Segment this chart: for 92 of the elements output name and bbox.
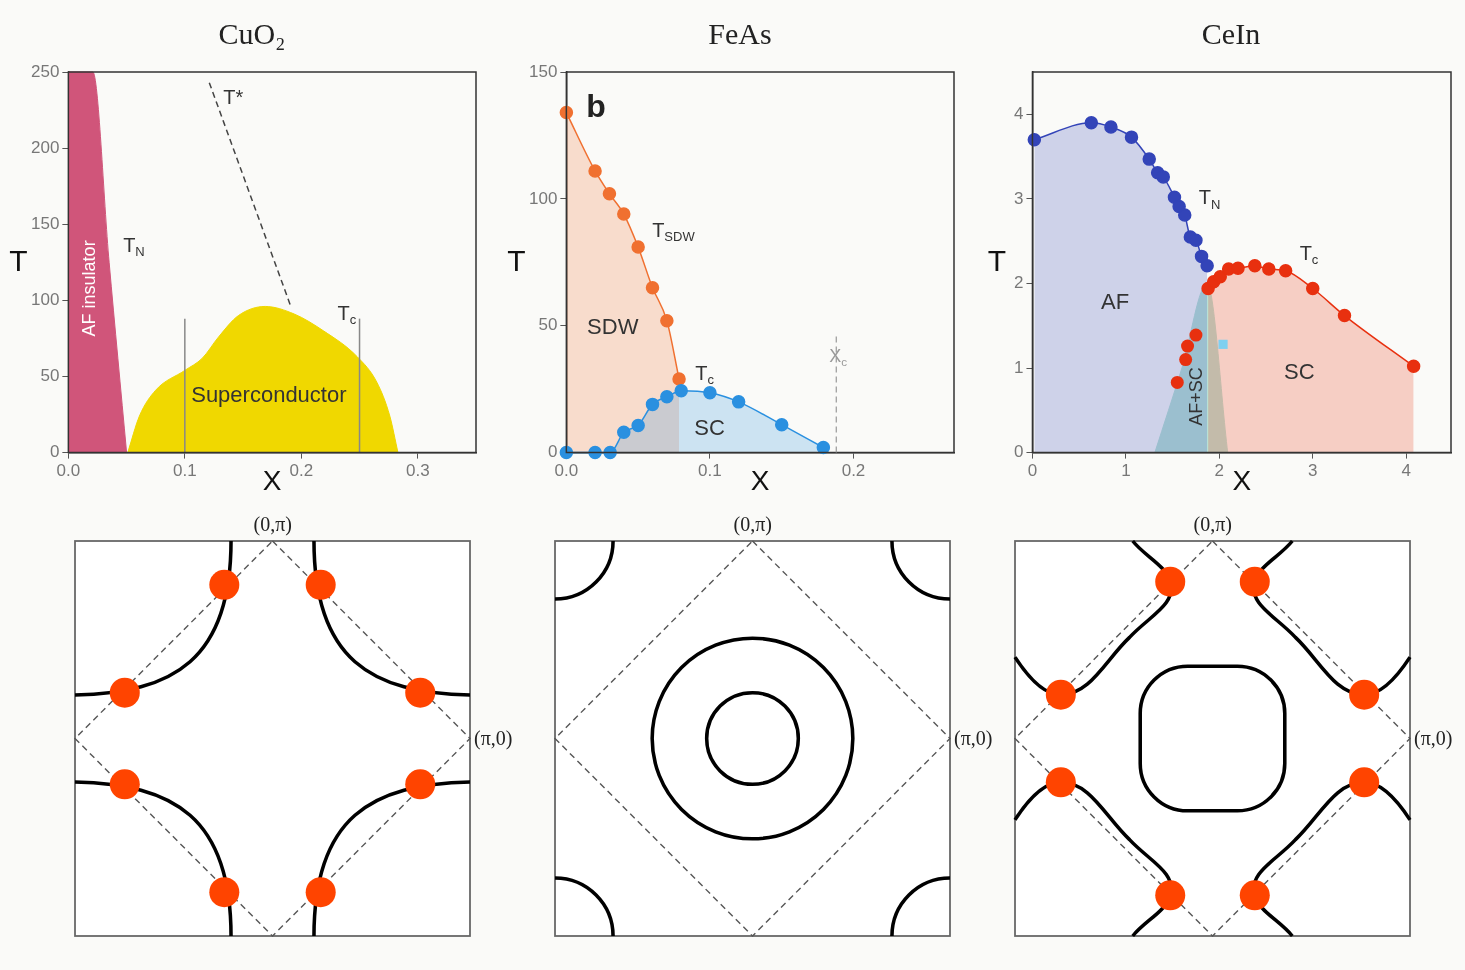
x-tick-label: 2 bbox=[1214, 461, 1225, 481]
point bbox=[731, 395, 746, 409]
y-tick-label: 100 bbox=[528, 188, 558, 208]
point bbox=[1262, 262, 1276, 276]
point bbox=[1181, 339, 1195, 353]
point bbox=[1124, 130, 1139, 144]
y-tick-label: 100 bbox=[30, 290, 60, 310]
point bbox=[660, 313, 674, 328]
point bbox=[774, 417, 789, 432]
x-tick-label: 0.0 bbox=[56, 461, 81, 481]
annotation: AF bbox=[1100, 288, 1130, 314]
y-tick-label: 1 bbox=[1013, 357, 1024, 377]
point bbox=[645, 280, 660, 295]
x-tick-label: 4 bbox=[1401, 461, 1411, 481]
point bbox=[1104, 120, 1118, 134]
x-tick-label: 0.1 bbox=[173, 461, 197, 481]
point bbox=[1084, 116, 1099, 130]
point bbox=[1218, 339, 1228, 349]
point bbox=[1305, 281, 1320, 296]
point bbox=[660, 390, 674, 404]
point bbox=[602, 187, 617, 201]
x-tick-label: 1 bbox=[1121, 461, 1131, 481]
y-tick-label: 4 bbox=[1013, 103, 1024, 123]
y-tick-label: 50 bbox=[538, 315, 558, 335]
annotation: AF+SC bbox=[1185, 367, 1206, 426]
y-tick-label: 50 bbox=[40, 366, 60, 386]
y-tick-label: 0 bbox=[49, 442, 60, 462]
y-axis-title: T bbox=[507, 243, 526, 277]
x-tick-label: 0.2 bbox=[841, 461, 866, 481]
point bbox=[672, 372, 686, 386]
point bbox=[631, 240, 645, 254]
point bbox=[703, 385, 717, 400]
x-axis-title: X bbox=[750, 465, 770, 497]
text: (π,0) bbox=[954, 727, 993, 750]
x-tick-label: 0.2 bbox=[289, 461, 314, 481]
text: (π,0) bbox=[1414, 727, 1453, 750]
x-tick-label: 3 bbox=[1308, 461, 1318, 481]
point bbox=[1248, 258, 1262, 273]
point bbox=[1027, 132, 1042, 147]
point bbox=[588, 164, 602, 178]
point bbox=[559, 445, 574, 460]
point bbox=[1406, 359, 1421, 374]
y-tick-label: 200 bbox=[30, 137, 60, 157]
text: (0,π) bbox=[733, 513, 772, 536]
x-tick-label: 0.3 bbox=[405, 461, 430, 481]
series-label: T* bbox=[223, 86, 244, 109]
point bbox=[1231, 261, 1245, 275]
point bbox=[674, 383, 688, 398]
x-axis-title: X bbox=[1232, 465, 1252, 497]
point bbox=[1200, 258, 1214, 273]
point bbox=[1189, 328, 1203, 342]
point bbox=[631, 418, 645, 433]
point bbox=[1194, 249, 1209, 264]
point bbox=[1278, 264, 1293, 278]
y-tick-label: 150 bbox=[528, 61, 558, 81]
text: (0,π) bbox=[1193, 513, 1232, 536]
chart-title: CeIn bbox=[1201, 16, 1261, 50]
chart-title: CuO₂ bbox=[218, 16, 286, 50]
y-tick-label: 0 bbox=[547, 442, 558, 462]
annotation: AF insulator bbox=[79, 240, 100, 337]
y-tick-label: 150 bbox=[30, 213, 60, 233]
annotation: Superconductor bbox=[191, 381, 347, 407]
point bbox=[1189, 233, 1203, 248]
text: (0,π) bbox=[253, 513, 292, 536]
annotation: b bbox=[586, 87, 606, 124]
annotation: SC bbox=[694, 414, 725, 440]
point bbox=[617, 425, 631, 440]
y-axis-title: T bbox=[9, 243, 28, 277]
point bbox=[1156, 170, 1170, 184]
x-tick-label: 0.1 bbox=[698, 461, 722, 481]
point bbox=[1142, 152, 1156, 166]
point bbox=[1170, 375, 1184, 389]
x-tick-label: 0.0 bbox=[554, 461, 579, 481]
y-axis-title: T bbox=[987, 243, 1007, 277]
x-tick-label: 0 bbox=[1027, 461, 1038, 481]
annotation: SC bbox=[1283, 359, 1315, 385]
point bbox=[559, 105, 574, 120]
chart-title: FeAs bbox=[708, 16, 772, 50]
annotation: SDW bbox=[587, 314, 639, 340]
point bbox=[1337, 308, 1352, 323]
x-axis-title: X bbox=[262, 465, 282, 497]
point bbox=[645, 397, 660, 412]
point bbox=[1179, 353, 1193, 367]
y-tick-label: 3 bbox=[1013, 188, 1024, 208]
y-tick-label: 2 bbox=[1013, 273, 1024, 293]
point bbox=[816, 440, 831, 455]
point bbox=[1213, 269, 1227, 284]
y-tick-label: 250 bbox=[30, 61, 60, 81]
y-tick-label: 0 bbox=[1013, 442, 1024, 462]
text: (π,0) bbox=[474, 727, 513, 750]
point bbox=[1177, 208, 1192, 222]
point bbox=[617, 207, 631, 221]
